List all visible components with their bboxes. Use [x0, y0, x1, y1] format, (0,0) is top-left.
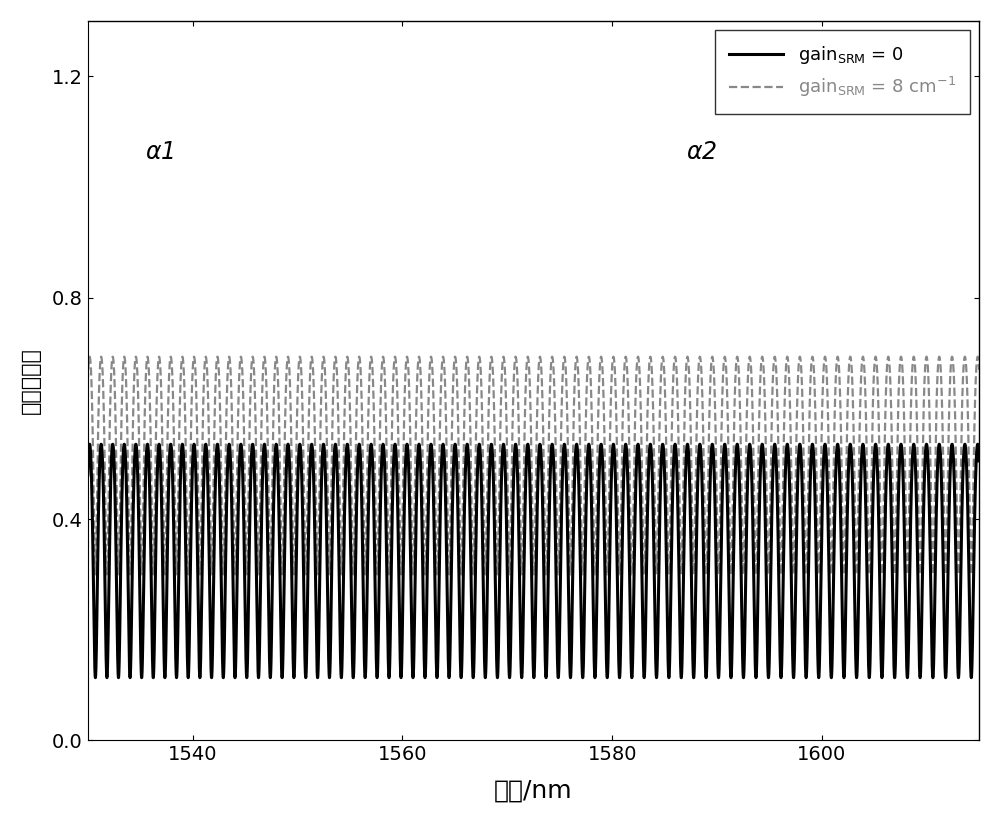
Line: gain$_{\mathrm{SRM}}$ = 0: gain$_{\mathrm{SRM}}$ = 0 [88, 444, 990, 677]
gain$_{\mathrm{SRM}}$ = 8 cm$^{-1}$ [728, 444, 740, 453]
Y-axis label: 等效反射率: 等效反射率 [21, 347, 41, 414]
gain$_{\mathrm{SRM}}$ = 8 cm$^{-1}$ [508, 362, 520, 372]
gain$_{\mathrm{SRM}}$ = 0 [927, 672, 939, 682]
gain$_{\mathrm{SRM}}$ = 8 cm$^{-1}$ [661, 472, 673, 482]
Text: $\alpha$1: $\alpha$1 [145, 140, 175, 165]
gain$_{\mathrm{SRM}}$ = 0 [508, 453, 520, 463]
gain$_{\mathrm{SRM}}$ = 8 cm$^{-1}$ [82, 376, 94, 386]
gain$_{\mathrm{SRM}}$ = 0 [925, 613, 937, 623]
Legend: gain$_{\mathrm{SRM}}$ = 0, gain$_{\mathrm{SRM}}$ = 8 cm$^{-1}$: gain$_{\mathrm{SRM}}$ = 0, gain$_{\mathr… [715, 30, 970, 114]
gain$_{\mathrm{SRM}}$ = 8 cm$^{-1}$ [627, 515, 639, 525]
gain$_{\mathrm{SRM}}$ = 0 [661, 579, 673, 589]
gain$_{\mathrm{SRM}}$ = 0 [728, 548, 740, 558]
gain$_{\mathrm{SRM}}$ = 0 [307, 446, 319, 456]
gain$_{\mathrm{SRM}}$ = 0 [984, 445, 996, 455]
gain$_{\mathrm{SRM}}$ = 0 [627, 622, 639, 632]
gain$_{\mathrm{SRM}}$ = 0 [546, 439, 558, 449]
gain$_{\mathrm{SRM}}$ = 8 cm$^{-1}$ [984, 356, 996, 366]
Line: gain$_{\mathrm{SRM}}$ = 8 cm$^{-1}$: gain$_{\mathrm{SRM}}$ = 8 cm$^{-1}$ [88, 356, 990, 574]
gain$_{\mathrm{SRM}}$ = 8 cm$^{-1}$ [925, 506, 937, 516]
Text: $\alpha$2: $\alpha$2 [686, 140, 717, 165]
gain$_{\mathrm{SRM}}$ = 0 [82, 470, 94, 480]
gain$_{\mathrm{SRM}}$ = 8 cm$^{-1}$ [307, 357, 319, 367]
X-axis label: 波长/nm: 波长/nm [494, 779, 573, 802]
gain$_{\mathrm{SRM}}$ = 8 cm$^{-1}$ [927, 570, 939, 579]
gain$_{\mathrm{SRM}}$ = 8 cm$^{-1}$ [546, 351, 558, 361]
